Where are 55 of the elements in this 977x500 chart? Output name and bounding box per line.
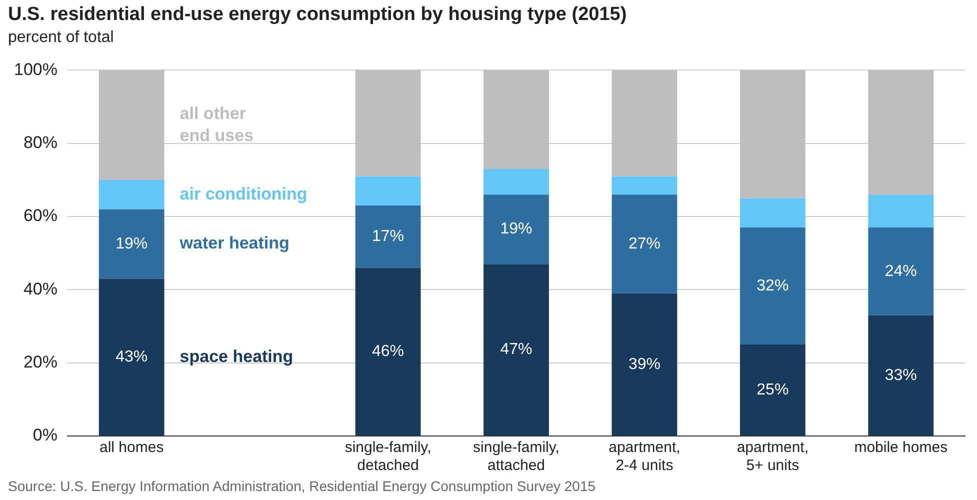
data-label: 17% — [372, 228, 404, 246]
chart-title: U.S. residential end-use energy consumption by housing type (2015) — [8, 4, 627, 26]
bar — [740, 70, 806, 198]
bar — [355, 70, 421, 176]
y-tick-label: 80% — [23, 133, 58, 152]
series-label: water heating — [178, 234, 290, 253]
data-label: 47% — [500, 341, 532, 358]
bar — [98, 209, 164, 279]
bar — [355, 268, 421, 436]
bar — [484, 194, 549, 264]
bar — [484, 264, 549, 436]
data-label: 27% — [628, 235, 660, 252]
x-tick-label: single-family, attached — [473, 439, 560, 474]
data-label: 46% — [372, 343, 404, 360]
bar — [612, 293, 678, 436]
data-label: 24% — [884, 262, 917, 280]
bar — [98, 278, 164, 436]
data-label: 33% — [884, 366, 917, 384]
data-label: 43% — [116, 348, 148, 366]
chart-subtitle: percent of total — [8, 29, 114, 47]
data-label: 19% — [116, 235, 148, 252]
bar — [868, 227, 934, 316]
bar — [484, 70, 549, 169]
y-tick-label: 40% — [23, 279, 58, 298]
x-tick-label: apartment, 5+ units — [736, 439, 809, 474]
x-tick-label: mobile homes — [854, 439, 948, 456]
bar — [612, 176, 678, 195]
y-tick-label: 0% — [32, 426, 58, 445]
bar — [740, 198, 806, 228]
data-label: 39% — [628, 356, 660, 373]
bar — [612, 70, 678, 176]
bar — [98, 180, 164, 210]
bar — [868, 70, 934, 195]
y-tick-label: 100% — [14, 60, 58, 79]
series-label: air conditioning — [180, 184, 308, 204]
x-tick-label: single-family, detached — [344, 439, 432, 474]
y-tick-label: 60% — [23, 206, 58, 226]
bar — [98, 70, 164, 180]
bar — [355, 176, 421, 206]
bar — [484, 168, 549, 195]
x-tick-label: apartment, 2-4 units — [608, 439, 680, 474]
bar — [355, 206, 421, 268]
bar — [868, 194, 934, 228]
series-label: all other end uses — [180, 104, 254, 145]
bar — [612, 194, 678, 294]
source-note: Source: U.S. Energy Information Administration, Residential Energy Consumption Survey 2015 — [8, 478, 596, 494]
series-label: space heating — [180, 346, 294, 366]
bar — [868, 315, 934, 436]
data-label: 19% — [500, 220, 532, 238]
data-label: 32% — [756, 277, 789, 294]
bar — [740, 227, 806, 345]
data-label: 25% — [756, 381, 789, 398]
bar — [740, 344, 806, 436]
y-tick-label: 20% — [23, 352, 58, 372]
x-tick-label: all homes — [99, 439, 164, 456]
